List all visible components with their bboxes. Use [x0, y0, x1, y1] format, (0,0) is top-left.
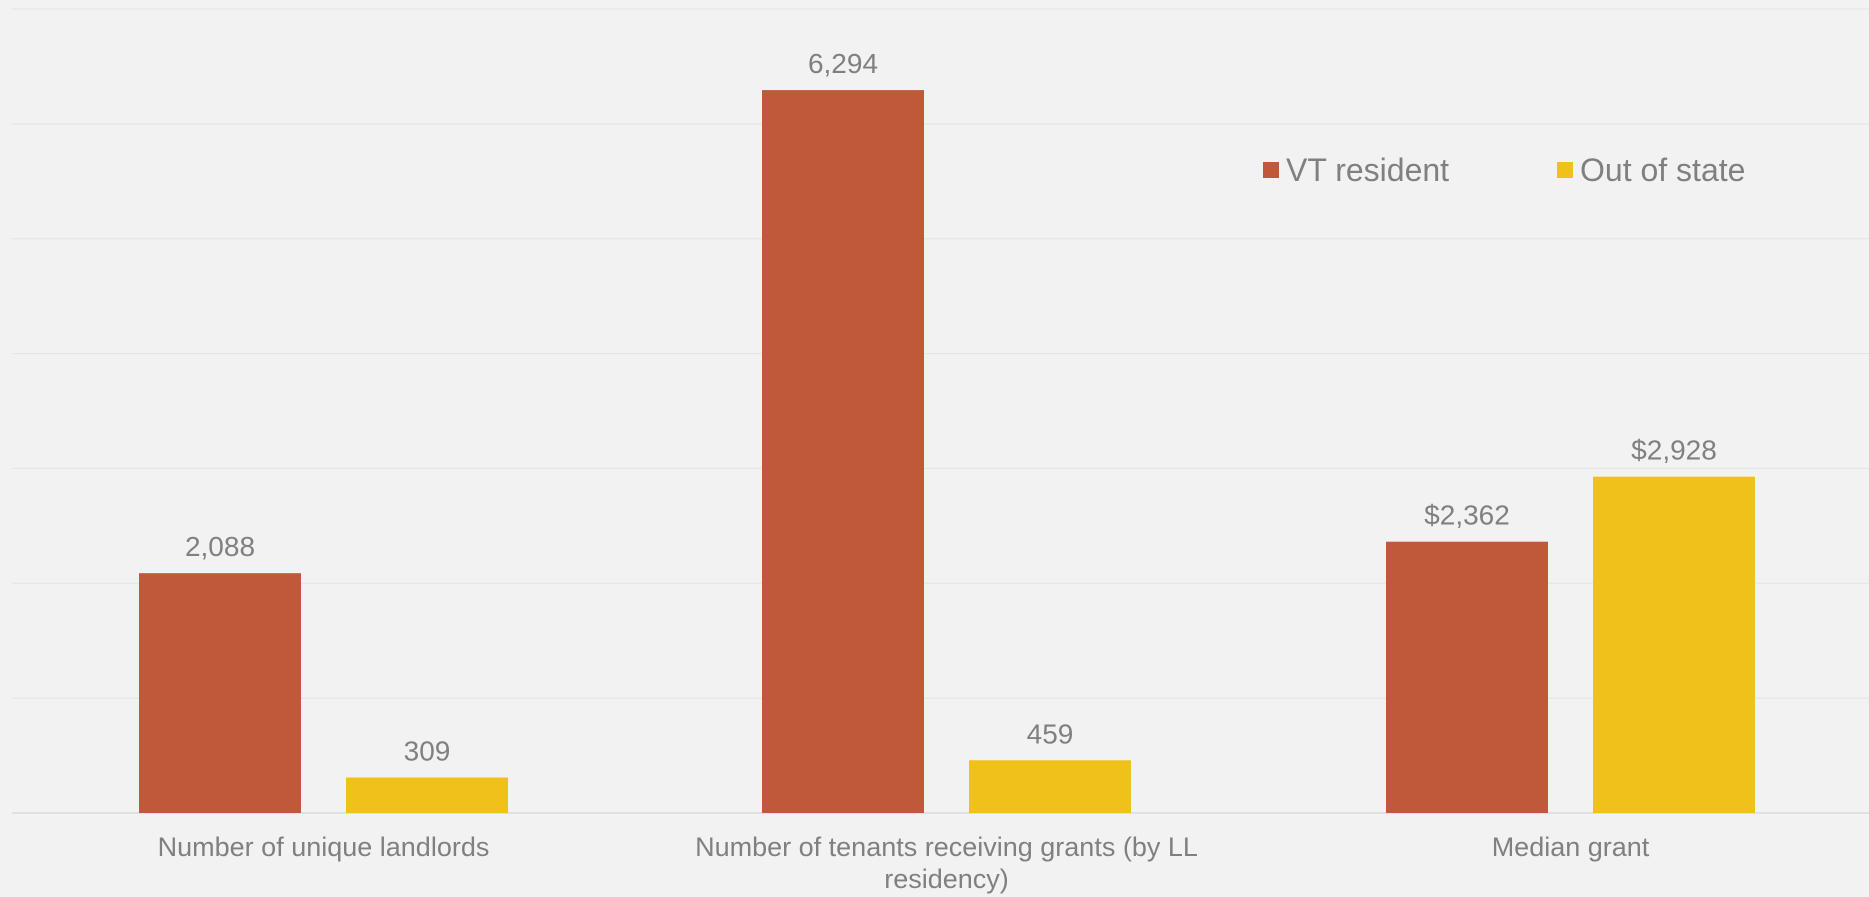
data-label: 459 [1027, 718, 1074, 749]
data-label: 309 [404, 736, 451, 767]
data-label: 6,294 [808, 48, 878, 79]
x-tick-label: Number of unique landlords [158, 832, 490, 862]
legend-label: VT resident [1286, 152, 1449, 188]
bar-vt-resident-0 [139, 573, 301, 813]
data-label: 2,088 [185, 531, 255, 562]
data-label: $2,362 [1424, 500, 1510, 531]
bar-out-of-state-1 [969, 760, 1131, 813]
x-tick-label: Median grant [1492, 832, 1650, 862]
bar-out-of-state-2 [1593, 476, 1755, 813]
bar-out-of-state-0 [346, 777, 508, 813]
data-label: $2,928 [1631, 435, 1717, 466]
bar-vt-resident-2 [1386, 541, 1548, 813]
x-tick-label: residency) [884, 864, 1009, 894]
legend-swatch [1557, 162, 1573, 178]
legend-label: Out of state [1580, 152, 1745, 188]
bar-vt-resident-1 [762, 90, 924, 814]
x-tick-label: Number of tenants receiving grants (by L… [695, 832, 1198, 862]
legend-swatch [1263, 162, 1279, 178]
